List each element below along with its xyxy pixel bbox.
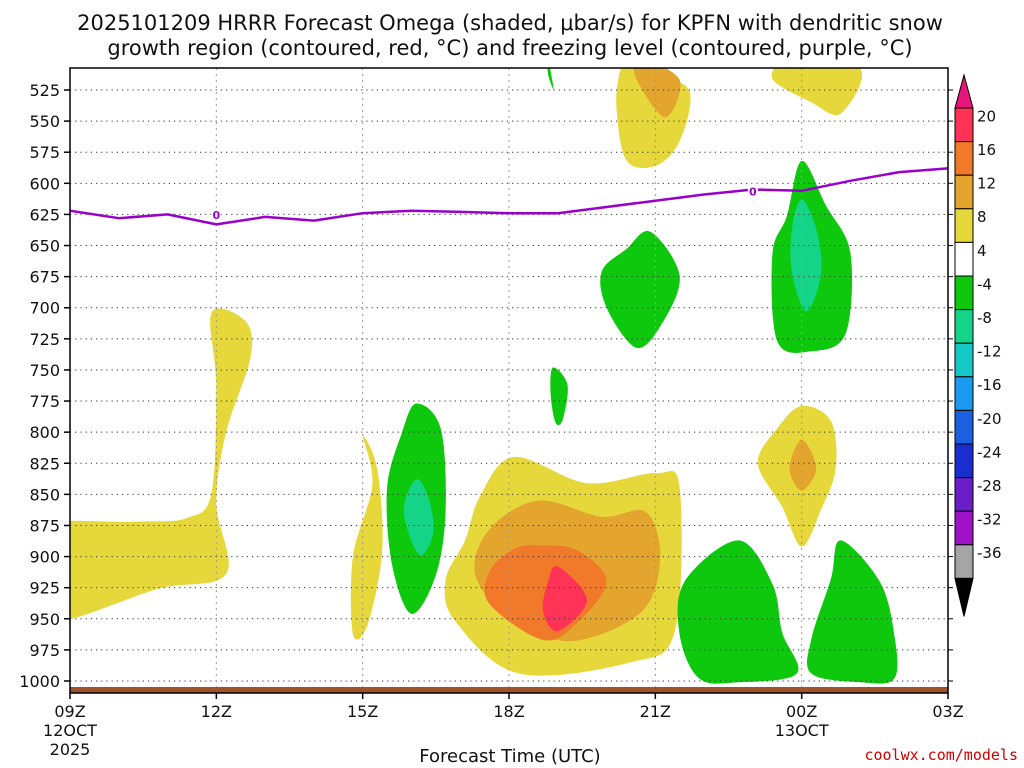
x-tick-label: 00Z (786, 702, 817, 721)
y-tick-label: 925 (29, 579, 60, 598)
y-tick-label: 975 (29, 641, 60, 660)
x-tick-sublabel: 13OCT (775, 721, 829, 740)
y-tick-label: 800 (29, 423, 60, 442)
y-tick-label: 1000 (19, 672, 60, 691)
omega-region-green (600, 230, 680, 349)
y-tick-label: 750 (29, 361, 60, 380)
colorbar-swatch (954, 241, 974, 277)
ground-band (70, 687, 948, 693)
x-tick-sublabel: 12OCT (43, 721, 97, 740)
y-axis: 525 550 575 600 625 650 675 700 725 750 775 800 825 8… (19, 81, 953, 691)
colorbar-label: 16 (977, 141, 996, 159)
omega-region-gold (789, 439, 817, 491)
freezing-level-label: 0 (213, 209, 221, 222)
freezing-level-line (70, 167, 948, 226)
colorbar-swatch (954, 477, 974, 512)
freezing-level-label: 0 (749, 185, 757, 198)
colorbar-label: -28 (977, 477, 1002, 495)
x-axis-label: Forecast Time (UTC) (419, 746, 600, 767)
colorbar: 20 16 12 8 4 -4 -8 -12 -16 -20 -24 -28 -32 -36 (954, 73, 1002, 617)
colorbar-label: -16 (977, 376, 1002, 394)
colorbar-swatch (954, 107, 974, 143)
freezing-level-contour: 00 (70, 167, 948, 226)
colorbar-swatch (954, 409, 974, 445)
ground-band-rect (70, 687, 948, 693)
omega-shading (70, 68, 898, 684)
omega-region-teal (790, 199, 822, 312)
omega-region-yellow (350, 435, 383, 640)
x-tick-label: 12Z (201, 702, 232, 721)
x-tick-label: 03Z (932, 702, 963, 721)
colorbar-label: 20 (977, 107, 996, 125)
grid-lines (70, 68, 948, 693)
omega-region-red (542, 565, 587, 632)
colorbar-swatch (954, 510, 974, 546)
colorbar-label: -8 (977, 309, 992, 327)
colorbar-swatch (954, 544, 974, 579)
y-tick-label: 600 (29, 174, 60, 193)
colorbar-label: -36 (977, 544, 1002, 562)
y-tick-label: 875 (29, 516, 60, 535)
omega-region-green (547, 68, 554, 90)
x-tick-year: 2025 (50, 740, 91, 759)
colorbar-label: -32 (977, 511, 1002, 529)
colorbar-label: 12 (977, 175, 996, 193)
colorbar-swatch (954, 376, 974, 411)
colorbar-label: -24 (977, 443, 1002, 461)
x-tick-label: 18Z (493, 702, 524, 721)
colorbar-label: -20 (977, 410, 1002, 428)
y-tick-label: 775 (29, 392, 60, 411)
colorbar-label: 8 (977, 208, 987, 226)
x-tick-label: 15Z (347, 702, 378, 721)
omega-region-yellow (771, 68, 863, 116)
y-tick-label: 850 (29, 485, 60, 504)
freezing-label-bg (747, 183, 758, 197)
omega-region-yellow (70, 308, 253, 620)
y-tick-label: 825 (29, 454, 60, 473)
colorbar-swatch (954, 208, 974, 243)
omega-region-teal (403, 479, 434, 556)
omega-region-green (550, 367, 568, 426)
omega-region-gold (633, 68, 681, 118)
colorbar-label: -4 (977, 275, 992, 293)
colorbar-label: -12 (977, 343, 1002, 361)
omega-region-green (677, 540, 799, 684)
chart-title-line-1: 2025101209 HRRR Forecast Omega (shaded, … (77, 11, 943, 35)
colorbar-label: 4 (977, 242, 987, 260)
colorbar-swatch (954, 141, 974, 176)
x-tick-label: 09Z (54, 702, 85, 721)
colorbar-swatch (954, 174, 974, 210)
y-tick-label: 725 (29, 330, 60, 349)
colorbar-bottom-arrow (954, 577, 974, 617)
freezing-label-bg (211, 207, 222, 221)
y-tick-label: 550 (29, 112, 60, 131)
colorbar-swatch (954, 275, 974, 311)
y-tick-label: 625 (29, 205, 60, 224)
colorbar-swatch (954, 309, 974, 344)
x-tick-label: 21Z (640, 702, 671, 721)
y-tick-label: 675 (29, 268, 60, 287)
colorbar-swatch (954, 342, 974, 378)
colorbar-swatch (954, 443, 974, 479)
y-tick-label: 650 (29, 237, 60, 256)
y-tick-label: 700 (29, 299, 60, 318)
y-tick-label: 950 (29, 610, 60, 629)
chart-title-line-2: growth region (contoured, red, °C) and f… (107, 36, 912, 60)
y-tick-label: 900 (29, 548, 60, 567)
y-tick-label: 525 (29, 81, 60, 100)
omega-region-green (806, 540, 898, 684)
credit-text: coolwx.com/models (864, 746, 1018, 764)
colorbar-top-arrow (954, 73, 974, 109)
y-tick-label: 575 (29, 143, 60, 162)
